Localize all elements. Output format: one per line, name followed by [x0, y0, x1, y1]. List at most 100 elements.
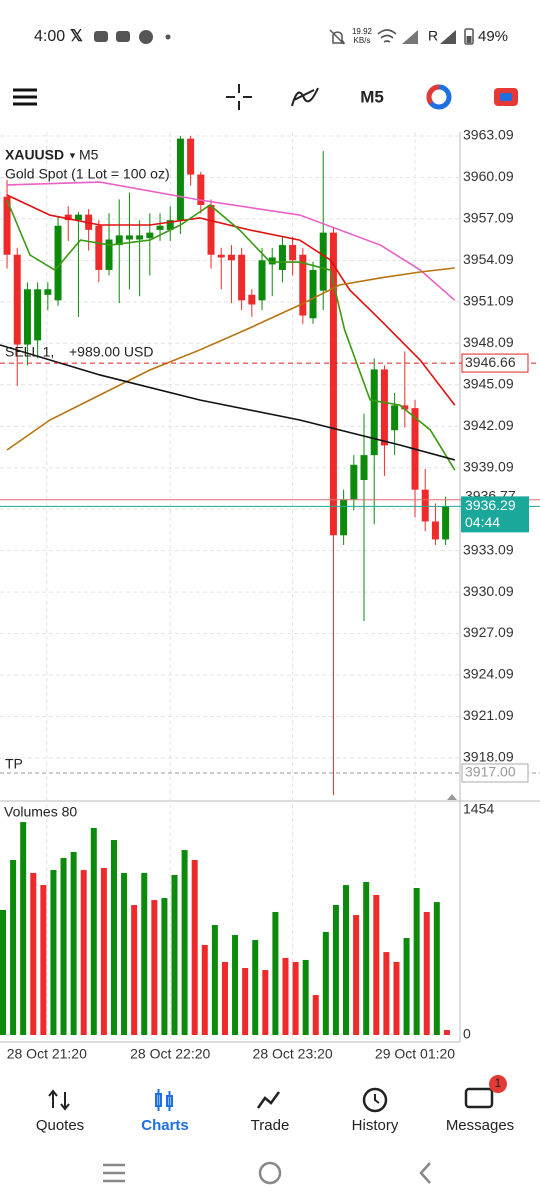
volume-tick-label: 1454 — [463, 801, 494, 817]
messages-icon — [464, 1087, 494, 1109]
trade-button-accent — [426, 84, 440, 105]
volume-bar — [191, 859, 198, 1035]
volume-bar — [242, 967, 249, 1035]
x-tick-label: 28 Oct 22:20 — [130, 1046, 210, 1062]
candle-body — [289, 245, 297, 261]
volume-bar — [433, 902, 440, 1035]
y-tick-label: 3933.09 — [463, 541, 514, 557]
candle-body — [278, 245, 286, 270]
nav-label[interactable]: Trade — [251, 1117, 290, 1134]
volume-bar — [373, 894, 380, 1035]
volume-bar — [312, 995, 319, 1035]
volume-bar — [262, 970, 269, 1035]
volume-bar — [292, 961, 299, 1035]
volume-bar — [110, 840, 117, 1035]
symbol[interactable]: XAUUSD — [5, 147, 64, 163]
volume-bar — [423, 911, 430, 1035]
candle-body — [319, 232, 327, 291]
candle-body — [217, 254, 225, 258]
candle-body — [64, 214, 72, 221]
volume-bar — [252, 939, 259, 1035]
candle-body — [329, 232, 337, 536]
candle-body — [74, 214, 82, 221]
status-icons: 𝕏 — [70, 28, 346, 45]
menu-button[interactable] — [13, 88, 37, 106]
bid-price: 3936.29 — [465, 497, 516, 513]
bid-timer: 04:44 — [465, 514, 500, 530]
volume-bar — [60, 857, 67, 1035]
x-tick-label: 28 Oct 21:20 — [7, 1046, 87, 1062]
volume-bar — [403, 937, 410, 1035]
volume-bar — [40, 885, 47, 1035]
candle-body — [125, 235, 133, 240]
candle-body — [105, 239, 113, 270]
chart-timeframe: M5 — [79, 147, 99, 163]
indicator-line — [6, 194, 456, 406]
indicator-line — [7, 181, 456, 301]
nav-label[interactable]: Quotes — [36, 1117, 84, 1134]
y-tick-label: 3924.09 — [463, 666, 514, 682]
volume-tick-label: 0 — [463, 1026, 471, 1042]
home-button[interactable] — [258, 1161, 282, 1185]
volume-bar — [0, 909, 6, 1035]
network-type: R — [428, 28, 438, 44]
crosshair-button[interactable] — [226, 84, 252, 110]
candle-body — [401, 405, 409, 410]
candle-body — [421, 489, 429, 522]
candle-body — [44, 289, 52, 295]
plot — [0, 132, 540, 1042]
candle-body — [207, 204, 215, 255]
dot-icon — [165, 34, 171, 40]
candle-body — [3, 196, 11, 255]
back-button[interactable] — [419, 1162, 431, 1184]
signal-icon — [440, 30, 456, 44]
trade-icon — [256, 1091, 281, 1109]
panel-resize[interactable] — [447, 794, 457, 800]
volume-bar — [121, 872, 128, 1035]
y-tick-label: 3963.09 — [463, 127, 514, 143]
candle-body — [258, 260, 266, 301]
volume-title: Volumes 80 — [4, 804, 77, 820]
app-icon — [94, 31, 108, 42]
volume-bar — [30, 872, 37, 1035]
volume-bar — [161, 898, 168, 1035]
messenger-icon — [139, 30, 153, 44]
mute-icon — [329, 29, 346, 45]
net-speed: 19.92 — [352, 27, 373, 36]
candle-body — [309, 269, 317, 319]
wifi-icon — [377, 29, 397, 43]
volume-bar — [302, 959, 309, 1035]
volume-bar — [141, 872, 148, 1035]
volume-bar — [171, 874, 178, 1035]
volume-bar — [90, 827, 97, 1035]
volume-bar — [363, 881, 370, 1035]
system-nav — [103, 1161, 431, 1185]
y-tick-label: 3939.09 — [463, 458, 514, 474]
candle-body — [238, 254, 246, 301]
volume-bar — [70, 851, 77, 1035]
candle-body — [299, 254, 307, 316]
nav-label[interactable]: Charts — [141, 1117, 189, 1134]
nav-label[interactable]: Messages — [446, 1117, 514, 1134]
y-tick-label: 3921.09 — [463, 707, 514, 723]
volume-bar — [353, 915, 360, 1035]
candle-body — [115, 235, 123, 246]
sell-label: SELL 1, — [5, 344, 54, 360]
history-icon — [362, 1087, 388, 1113]
volume-bar — [383, 952, 390, 1035]
volume-bar — [413, 887, 420, 1035]
recents-button[interactable] — [103, 1163, 125, 1183]
candle-body — [248, 294, 256, 305]
volume-bar — [201, 944, 208, 1035]
volume-bar — [181, 850, 188, 1035]
volume-bar — [322, 931, 329, 1035]
nav-label[interactable]: History — [352, 1117, 399, 1134]
timeframe-button[interactable]: M5 — [360, 87, 384, 106]
volume-bar — [80, 870, 87, 1035]
volume-bar — [393, 961, 400, 1035]
indicators-button[interactable] — [291, 87, 319, 107]
volume-bar — [211, 924, 218, 1035]
tp-price-box — [461, 763, 529, 783]
